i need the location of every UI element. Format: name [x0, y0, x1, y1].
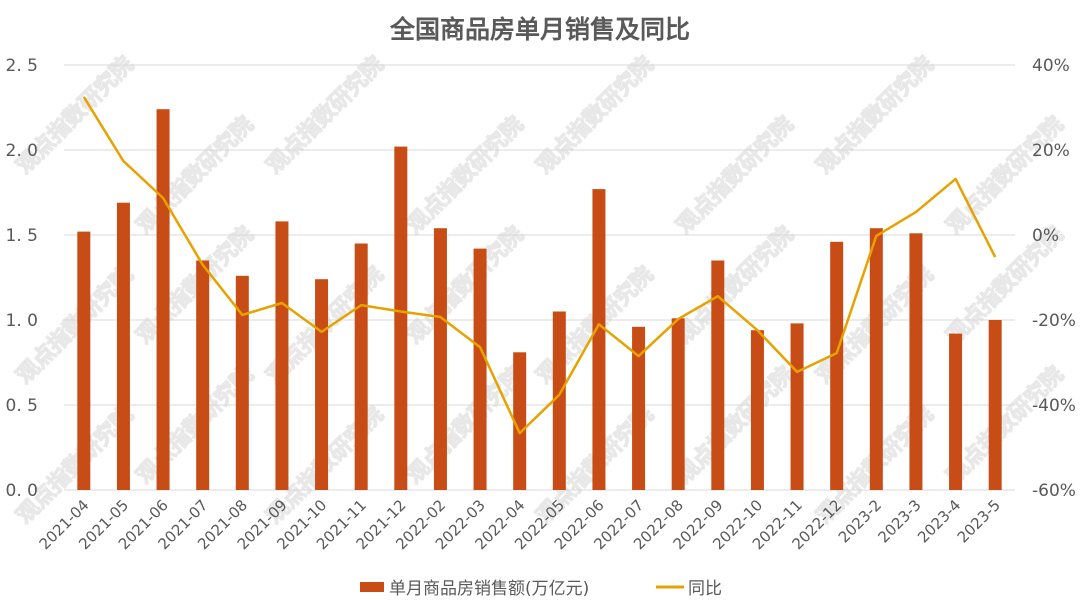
right-axis-tick-label: -20% — [1032, 311, 1076, 331]
bar-2021-07 — [196, 260, 210, 490]
watermark-text: 观点指数研究院 — [671, 221, 798, 348]
watermark-text: 观点指数研究院 — [401, 361, 528, 488]
left-axis-tick-label: 2. 0 — [6, 141, 38, 161]
right-axis-tick-label: -60% — [1032, 481, 1076, 501]
right-axis-tick-label: 20% — [1032, 141, 1070, 161]
x-axis-tick-label: 2023-4 — [914, 496, 964, 546]
watermark-text: 观点指数研究院 — [671, 111, 798, 238]
x-axis-tick-label: 2023-3 — [874, 496, 924, 546]
watermark-text: 观点指数研究院 — [671, 361, 798, 488]
bar-series — [77, 109, 1002, 491]
bar-2022-09 — [711, 260, 725, 490]
bar-2023-4 — [949, 333, 963, 490]
bar-2023-3 — [909, 233, 923, 491]
bar-2021-08 — [235, 275, 249, 490]
chart-title: 全国商品房单月销售及同比 — [389, 15, 690, 44]
legend-bar-label: 单月商品房销售额(万亿元) — [389, 579, 589, 599]
left-axis-tick-label: 1. 5 — [6, 226, 38, 246]
watermark-text: 观点指数研究院 — [941, 111, 1068, 238]
right-axis-tick-label: -40% — [1032, 396, 1076, 416]
bar-2022-07 — [632, 326, 646, 490]
x-axis-ticks: 2021-042021-052021-062021-072021-082021-… — [36, 496, 1004, 553]
bar-2023-2 — [869, 228, 883, 490]
bar-2021-11 — [354, 243, 368, 490]
watermark-text: 观点指数研究院 — [401, 111, 528, 238]
right-axis-tick-label: 40% — [1032, 56, 1070, 76]
yoy-line — [82, 96, 997, 435]
bar-2022-11 — [790, 323, 804, 490]
left-y-axis-ticks: 0. 0 0. 5 1. 0 1. 5 2. 0 2. 5 — [6, 56, 38, 501]
bar-2021-06 — [156, 109, 170, 490]
bar-2022-08 — [671, 318, 685, 490]
right-axis-tick-label: 0% — [1032, 226, 1059, 246]
bar-2021-05 — [116, 202, 130, 490]
right-y-axis-ticks: -60% -40% -20% 0% 20% 40% — [1032, 56, 1076, 501]
left-axis-tick-label: 1. 0 — [6, 311, 38, 331]
bar-2021-10 — [315, 279, 329, 490]
line-series — [82, 96, 997, 435]
watermark-text: 观点指数研究院 — [131, 111, 258, 238]
left-axis-tick-label: 0. 5 — [6, 396, 38, 416]
bar-2021-04 — [77, 231, 91, 490]
bar-2021-09 — [275, 221, 289, 490]
bar-2022-12 — [830, 241, 844, 490]
watermark-text: 观点指数研究院 — [531, 51, 658, 178]
bar-2022-05 — [552, 311, 566, 490]
watermark-text: 观点指数研究院 — [811, 51, 938, 178]
legend-line-label: 同比 — [688, 579, 722, 599]
left-axis-tick-label: 0. 0 — [6, 481, 38, 501]
legend: 单月商品房销售额(万亿元) 同比 — [360, 579, 722, 599]
x-axis-tick-label: 2023-5 — [954, 496, 1004, 546]
bar-2023-5 — [988, 320, 1002, 490]
gridlines — [64, 64, 1015, 491]
bar-2022-04 — [513, 352, 527, 490]
bar-2022-10 — [750, 330, 764, 490]
left-axis-tick-label: 2. 5 — [6, 56, 38, 76]
bar-2022-02 — [433, 228, 447, 490]
legend-bar-swatch — [360, 582, 384, 592]
bar-2022-06 — [592, 189, 606, 490]
watermark-text: 观点指数研究院 — [401, 221, 528, 348]
bar-2022-03 — [473, 248, 487, 490]
watermark-text: 观点指数研究院 — [261, 51, 388, 178]
bar-2021-12 — [394, 146, 408, 490]
